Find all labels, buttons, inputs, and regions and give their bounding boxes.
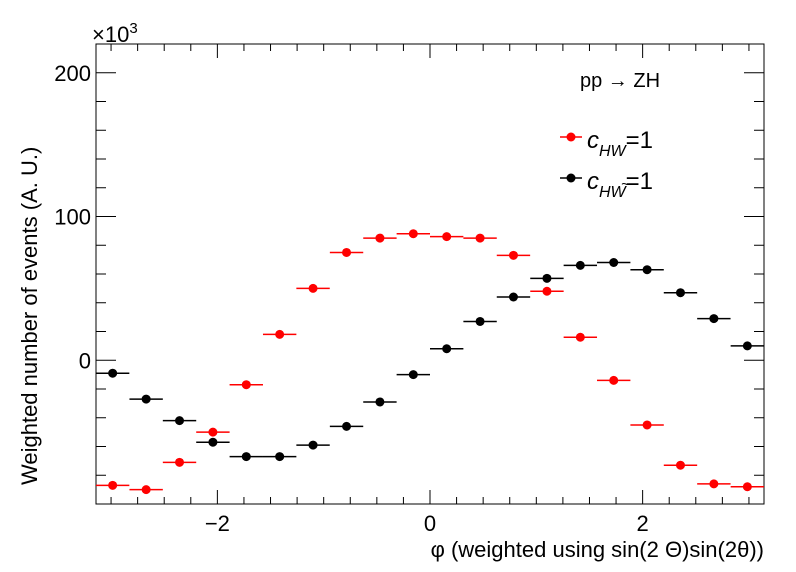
data-point — [141, 485, 151, 495]
data-point — [141, 394, 151, 404]
y-tick-label: 0 — [79, 348, 91, 373]
x-tick-labels: −2 0 2 — [205, 511, 649, 536]
plot-frame — [95, 43, 765, 505]
data-point — [375, 397, 385, 407]
data-point — [508, 292, 518, 302]
x-axis-title: φ (weighted using sin(2 Θ)sin(2θ)) — [431, 537, 764, 562]
data-point — [175, 457, 185, 467]
data-point — [475, 233, 485, 243]
data-points — [96, 229, 764, 495]
legend-marker-chw — [566, 132, 576, 142]
data-point — [609, 258, 619, 267]
data-point — [375, 233, 385, 243]
data-point — [742, 482, 752, 492]
legend-marker-chwtilde — [566, 173, 576, 183]
data-point — [675, 288, 685, 298]
data-point — [442, 232, 452, 242]
data-point — [575, 260, 585, 270]
data-point — [709, 314, 719, 324]
data-point — [342, 247, 352, 257]
y-tick-labels: 0 100 200 — [54, 61, 91, 374]
data-point — [642, 265, 652, 275]
y-axis-title: Weighted number of events (A. U.) — [17, 147, 42, 485]
data-point — [108, 480, 118, 490]
data-point — [675, 460, 685, 470]
y-tick-label: 200 — [54, 61, 91, 86]
data-point — [542, 286, 552, 296]
data-point — [508, 250, 518, 260]
data-point — [609, 375, 619, 385]
x-tick-label: −2 — [205, 511, 230, 536]
data-point — [342, 421, 352, 431]
data-point — [241, 452, 251, 462]
series-0 — [96, 229, 764, 495]
legend: cHW=1 cHW=1 ~ — [560, 127, 653, 201]
data-point — [308, 283, 318, 293]
data-point — [208, 427, 218, 437]
data-point — [642, 420, 652, 430]
data-point — [241, 380, 251, 390]
data-point — [108, 368, 118, 378]
y-tick-label: 100 — [54, 205, 91, 230]
legend-label-chwtilde: cHW=1 — [587, 168, 653, 201]
data-point — [175, 416, 185, 426]
data-point — [542, 273, 552, 283]
x-tick-label: 2 — [637, 511, 649, 536]
data-point — [408, 229, 418, 239]
data-point — [742, 341, 752, 351]
y-multiplier: ×103 — [92, 20, 138, 47]
data-point — [275, 452, 285, 462]
data-point — [208, 437, 218, 447]
data-point — [408, 370, 418, 380]
data-point — [442, 344, 452, 354]
data-point — [709, 479, 719, 489]
legend-label-chw: cHW=1 — [587, 127, 653, 160]
legend-entry-chw: cHW=1 — [560, 127, 653, 160]
x-tick-label: 0 — [424, 511, 436, 536]
data-point — [275, 329, 285, 339]
series-1 — [96, 258, 764, 462]
legend-tilde-mark: ~ — [621, 176, 630, 193]
data-point — [308, 440, 318, 450]
axis-ticks — [96, 43, 764, 505]
data-point — [575, 332, 585, 342]
legend-entry-chwtilde: cHW=1 ~ — [560, 168, 653, 201]
data-point — [475, 316, 485, 326]
process-annotation: pp → ZH — [580, 70, 660, 92]
